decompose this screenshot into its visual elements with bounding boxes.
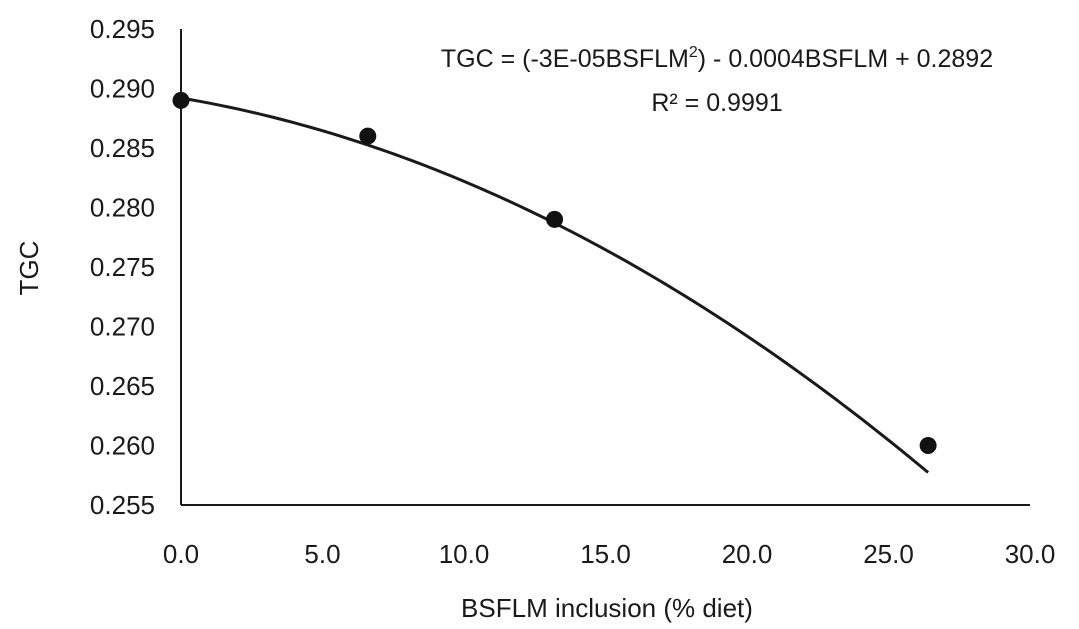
trendline (180, 96, 930, 474)
y-tick-label: 0.275 (90, 252, 155, 282)
y-tick-label: 0.280 (90, 193, 155, 223)
equation-suffix: ) - 0.0004BSFLM + 0.2892 (698, 45, 993, 73)
y-tick-label: 0.265 (90, 371, 155, 401)
x-tick-label: 0.0 (163, 539, 199, 569)
x-tick-label: 30.0 (1005, 539, 1056, 569)
equation-annotation: TGC = (-3E-05BSFLM2) - 0.0004BSFLM + 0.2… (441, 44, 993, 73)
r-squared-annotation: R² = 0.9991 (651, 89, 782, 117)
y-tick-label: 0.290 (90, 74, 155, 104)
y-tick-label: 0.270 (90, 312, 155, 342)
axes (180, 29, 1030, 506)
y-tick-label: 0.285 (90, 133, 155, 163)
y-tick-label: 0.260 (90, 431, 155, 461)
y-tick-labels: 0.295 0.290 0.285 0.280 0.275 0.270 0.265 0.260… (90, 14, 155, 520)
y-tick-label: 0.295 (90, 14, 155, 44)
x-tick-labels: 0.0 5.0 10.0 15.0 20.0 25.0 30.0 (163, 539, 1055, 569)
x-tick-label: 20.0 (722, 539, 773, 569)
equation-superscript: 2 (689, 44, 698, 61)
y-axis-title: TGC (14, 241, 44, 296)
data-point (359, 127, 377, 145)
y-tick-label: 0.255 (90, 490, 155, 520)
equation-prefix: TGC = (-3E-05BSFLM (441, 45, 689, 73)
data-point (172, 91, 190, 109)
data-point (546, 210, 564, 228)
x-tick-label: 25.0 (863, 539, 914, 569)
x-tick-label: 10.0 (439, 539, 490, 569)
data-points (172, 91, 937, 454)
data-point (919, 437, 937, 454)
x-axis-title: BSFLM inclusion (% diet) (461, 593, 753, 623)
x-tick-label: 5.0 (304, 539, 340, 569)
x-tick-label: 15.0 (580, 539, 631, 569)
